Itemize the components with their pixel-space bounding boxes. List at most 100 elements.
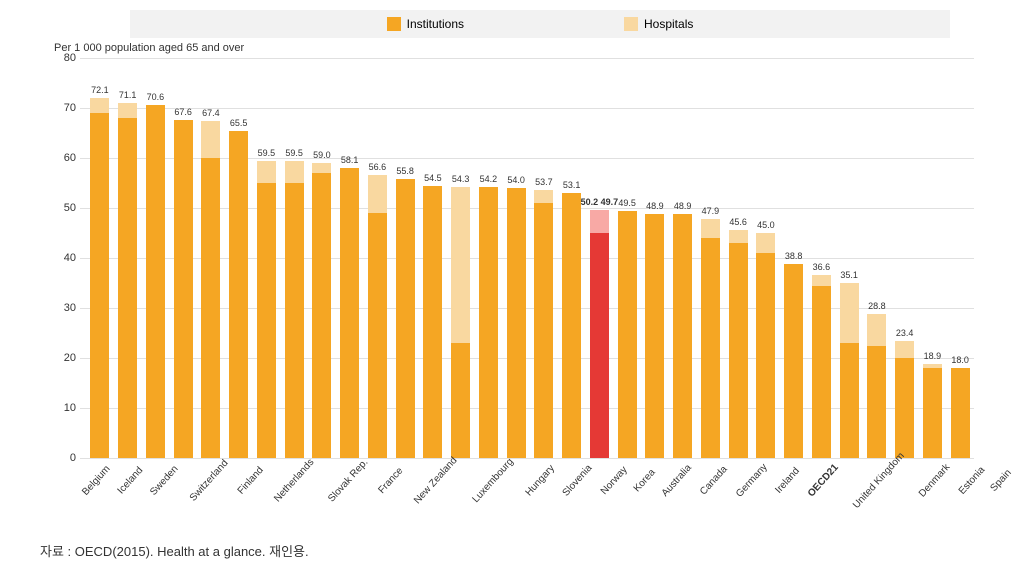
bar-segment-hospitals	[451, 187, 470, 344]
bar-stack	[895, 341, 914, 458]
x-axis-label: Norway	[599, 464, 630, 497]
bar-value-label: 35.1	[840, 270, 858, 280]
bar-stack	[146, 105, 165, 458]
x-axis-label: Netherlands	[272, 457, 316, 504]
bar-segment-hospitals	[312, 163, 331, 173]
bar-segment-institutions	[174, 120, 193, 458]
bar-column: 65.5	[225, 58, 253, 458]
x-axis-label: Canada	[698, 464, 730, 497]
bar-segment-hospitals	[840, 283, 859, 344]
y-tick-label: 0	[70, 452, 76, 464]
chart-container: Institutions Hospitals Per 1 000 populat…	[40, 10, 974, 540]
y-tick-label: 20	[64, 352, 76, 364]
y-tick-label: 60	[64, 152, 76, 164]
bar-value-label: 54.3	[452, 174, 470, 184]
bar-segment-institutions	[118, 118, 137, 458]
bar-value-label: 23.4	[896, 328, 914, 338]
bar-value-label: 54.5	[424, 173, 442, 183]
bar-column: 54.3	[447, 58, 475, 458]
bar-stack	[923, 364, 942, 459]
bar-stack	[451, 187, 470, 459]
bar-stack	[867, 314, 886, 458]
bar-stack	[368, 175, 387, 458]
bar-column: 18.0	[946, 58, 974, 458]
bar-segment-institutions	[867, 346, 886, 459]
bar-column: 48.9	[641, 58, 669, 458]
bar-segment-institutions	[423, 186, 442, 459]
bar-value-label: 45.0	[757, 220, 775, 230]
x-axis-label: Sweden	[149, 464, 181, 498]
bar-value-label: 58.1	[341, 155, 359, 165]
x-axis-label: Luxembourg	[470, 456, 515, 505]
bar-segment-institutions	[618, 211, 637, 459]
bars-group: 72.171.170.667.667.465.559.559.559.058.1…	[86, 58, 974, 458]
bar-segment-hospitals	[285, 161, 304, 184]
bar-value-label: 56.6	[369, 162, 387, 172]
bar-stack	[701, 219, 720, 459]
bar-segment-hospitals	[201, 121, 220, 158]
bar-segment-hospitals	[90, 98, 109, 114]
bar-segment-institutions	[784, 264, 803, 458]
bar-value-label: 47.9	[702, 206, 720, 216]
bar-stack	[174, 120, 193, 458]
x-axis-label: France	[376, 465, 405, 495]
bar-value-label: 48.9	[646, 201, 664, 211]
bar-column: 18.9	[919, 58, 947, 458]
bar-column: 53.7	[530, 58, 558, 458]
bar-value-label: 38.8	[785, 251, 803, 261]
bar-segment-institutions	[729, 243, 748, 458]
x-axis-label: Estonia	[956, 465, 986, 497]
bar-column: 59.0	[308, 58, 336, 458]
bar-column: 38.8	[780, 58, 808, 458]
bar-column: 59.5	[253, 58, 281, 458]
bar-value-label: 70.6	[147, 92, 165, 102]
bar-segment-institutions	[146, 105, 165, 458]
x-axis-labels: BelgiumIcelandSwedenSwitzerlandFinlandNe…	[86, 458, 974, 469]
bar-stack	[951, 368, 970, 458]
bar-segment-institutions	[590, 233, 609, 458]
chart-subtitle: Per 1 000 population aged 65 and over	[54, 42, 974, 54]
bar-segment-institutions	[396, 179, 415, 458]
bar-column: 50.2 49.7	[586, 58, 614, 458]
legend-swatch-institutions	[387, 17, 401, 31]
bar-column: 36.6	[808, 58, 836, 458]
bar-stack	[534, 190, 553, 459]
bar-value-label: 45.6	[729, 217, 747, 227]
bar-segment-institutions	[840, 343, 859, 458]
bar-segment-hospitals	[534, 190, 553, 204]
y-tick-label: 80	[64, 52, 76, 64]
bar-segment-hospitals	[867, 314, 886, 346]
bar-value-label: 18.0	[951, 355, 969, 365]
bar-column: 23.4	[891, 58, 919, 458]
bar-segment-institutions	[951, 368, 970, 458]
legend-item-hospitals: Hospitals	[624, 17, 693, 31]
bar-value-label: 67.6	[174, 107, 192, 117]
y-tick-label: 10	[64, 402, 76, 414]
legend-label-institutions: Institutions	[407, 17, 464, 31]
bar-segment-hospitals	[812, 275, 831, 286]
bar-value-label: 18.9	[924, 351, 942, 361]
bar-stack	[201, 121, 220, 458]
bar-column: 49.5	[613, 58, 641, 458]
bar-column: 35.1	[835, 58, 863, 458]
bar-column: 45.0	[752, 58, 780, 458]
bar-segment-institutions	[451, 343, 470, 458]
bar-value-label: 54.0	[507, 175, 525, 185]
bar-value-label: 65.5	[230, 118, 248, 128]
bar-column: 70.6	[142, 58, 170, 458]
bar-segment-hospitals	[257, 161, 276, 184]
x-axis-label: Slovak Rep.	[326, 457, 370, 504]
bar-column: 72.1	[86, 58, 114, 458]
bar-stack	[285, 161, 304, 459]
bar-stack	[840, 283, 859, 459]
y-tick-label: 50	[64, 202, 76, 214]
bar-value-label: 72.1	[91, 85, 109, 95]
bar-segment-hospitals	[590, 210, 609, 234]
bar-segment-institutions	[534, 203, 553, 458]
x-axis-label: Denmark	[917, 462, 952, 500]
bar-stack	[673, 214, 692, 459]
bar-segment-hospitals	[895, 341, 914, 358]
bar-column: 71.1	[114, 58, 142, 458]
bar-column: 45.6	[724, 58, 752, 458]
bar-value-label: 59.5	[285, 148, 303, 158]
